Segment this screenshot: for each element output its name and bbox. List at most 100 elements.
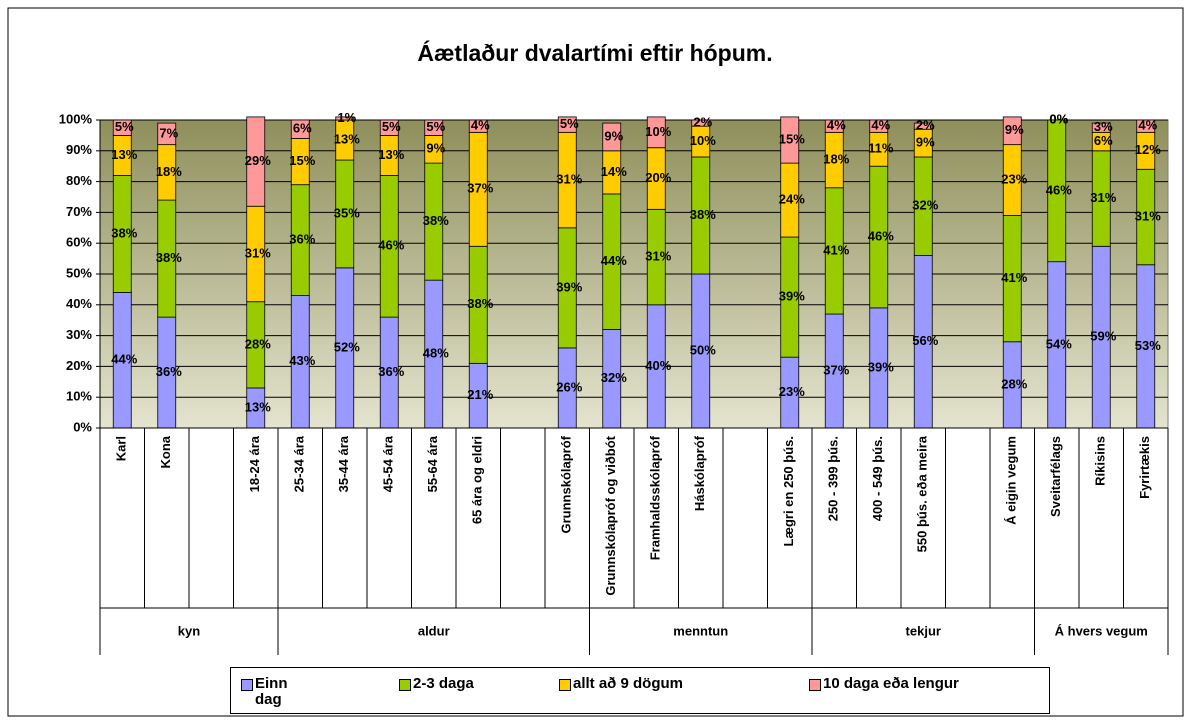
data-label: 4%	[471, 118, 490, 133]
data-label: 10%	[645, 124, 671, 139]
data-label: 38%	[690, 207, 716, 222]
x-tick-label: 18-24 ára	[247, 435, 262, 492]
data-label: 40%	[645, 358, 671, 373]
legend-label: 2-3 daga	[413, 675, 474, 692]
bar-segment	[824, 119, 844, 133]
data-label: 15%	[289, 153, 315, 168]
bar-segment	[1047, 119, 1067, 263]
legend-label: allt að 9 dögum	[573, 675, 684, 692]
chart-title: Áætlaður dvalartími eftir hópum.	[417, 39, 772, 66]
data-label: 31%	[245, 245, 271, 260]
bar-segment	[602, 122, 622, 152]
data-label: 32%	[601, 370, 627, 385]
data-label: 50%	[690, 342, 716, 357]
data-label: 14%	[601, 164, 627, 179]
data-label: 18%	[823, 151, 849, 166]
data-label: 35%	[334, 205, 360, 220]
x-tick-label: 400 - 549 þús.	[870, 436, 885, 521]
bar-segment	[112, 119, 132, 136]
y-tick-label: 60%	[66, 235, 92, 250]
data-label: 2%	[916, 118, 935, 133]
x-tick-label: 65 ára og eldri	[470, 436, 485, 524]
bar-segment	[246, 116, 266, 207]
legend-swatch	[399, 679, 411, 691]
bar-segment	[468, 119, 488, 133]
x-tick-label: Lægri en 250 þús.	[781, 436, 796, 547]
data-label: 28%	[1001, 376, 1027, 391]
x-tick-label: Framhaldsskólapróf	[648, 435, 663, 560]
data-label: 6%	[1094, 133, 1113, 148]
y-tick-label: 100%	[59, 111, 93, 126]
y-tick-label: 90%	[66, 142, 92, 157]
data-label: 36%	[156, 364, 182, 379]
data-label: 44%	[601, 253, 627, 268]
y-tick-label: 50%	[66, 265, 92, 280]
data-label: 26%	[556, 379, 582, 394]
data-label: 12%	[1135, 142, 1161, 157]
bar-segment	[913, 122, 933, 130]
x-tick-label: Á eigin vegum	[1004, 436, 1019, 525]
bar-segment	[157, 122, 177, 146]
data-label: 31%	[1090, 190, 1116, 205]
data-label: 2%	[693, 115, 712, 130]
bar-segment	[557, 116, 577, 133]
data-label: 13%	[245, 399, 271, 414]
data-label: 9%	[426, 141, 445, 156]
bar-segment	[290, 119, 310, 139]
data-label: 18%	[156, 164, 182, 179]
data-label: 52%	[334, 339, 360, 354]
bar-segment	[424, 119, 444, 136]
bar-segment	[1091, 122, 1111, 133]
legend-swatch	[559, 679, 571, 691]
data-label: 21%	[467, 387, 493, 402]
y-tick-label: 0%	[73, 419, 92, 434]
bar-segment	[379, 119, 399, 136]
data-label: 20%	[645, 170, 671, 185]
data-label: 6%	[293, 121, 312, 136]
data-label: 54%	[1046, 336, 1072, 351]
data-label: 5%	[382, 119, 401, 134]
data-label: 38%	[467, 296, 493, 311]
x-tick-label: Karl	[114, 436, 129, 461]
y-tick-label: 10%	[66, 389, 92, 404]
legend-swatch	[809, 679, 821, 691]
group-label: kyn	[178, 623, 200, 638]
data-label: 1%	[337, 110, 356, 125]
data-label: 9%	[604, 128, 623, 143]
data-label: 48%	[423, 346, 449, 361]
data-label: 39%	[868, 359, 894, 374]
data-label: 13%	[334, 131, 360, 146]
x-tick-label: 55-64 ára	[425, 435, 440, 492]
data-label: 32%	[912, 198, 938, 213]
x-tick-label: 250 - 399 þús.	[826, 436, 841, 521]
data-label: 37%	[467, 181, 493, 196]
x-tick-label: Grunnskólapróf	[559, 435, 574, 533]
data-label: 41%	[823, 242, 849, 257]
x-tick-label: 35-44 ára	[336, 435, 351, 492]
data-label: 59%	[1090, 329, 1116, 344]
group-label: tekjur	[906, 623, 941, 638]
data-label: 23%	[779, 384, 805, 399]
group-label: aldur	[418, 623, 450, 638]
data-label: 9%	[916, 135, 935, 150]
y-tick-label: 20%	[66, 358, 92, 373]
data-label: 10%	[690, 133, 716, 148]
data-label: 13%	[378, 147, 404, 162]
data-label: 29%	[245, 153, 271, 168]
data-label: 38%	[156, 250, 182, 265]
data-label: 4%	[871, 118, 890, 133]
bar-segment	[691, 119, 711, 127]
data-label: 46%	[868, 228, 894, 243]
legend-swatch	[241, 679, 253, 691]
x-tick-label: Fyrirtækis	[1137, 436, 1152, 499]
bar-segment	[1002, 116, 1022, 146]
y-tick-label: 80%	[66, 173, 92, 188]
data-label: 5%	[115, 119, 134, 134]
data-label: 56%	[912, 333, 938, 348]
x-tick-label: Kona	[158, 435, 173, 468]
data-label: 5%	[426, 119, 445, 134]
data-label: 39%	[779, 289, 805, 304]
legend-label: 10 daga eða lengur	[823, 675, 959, 692]
